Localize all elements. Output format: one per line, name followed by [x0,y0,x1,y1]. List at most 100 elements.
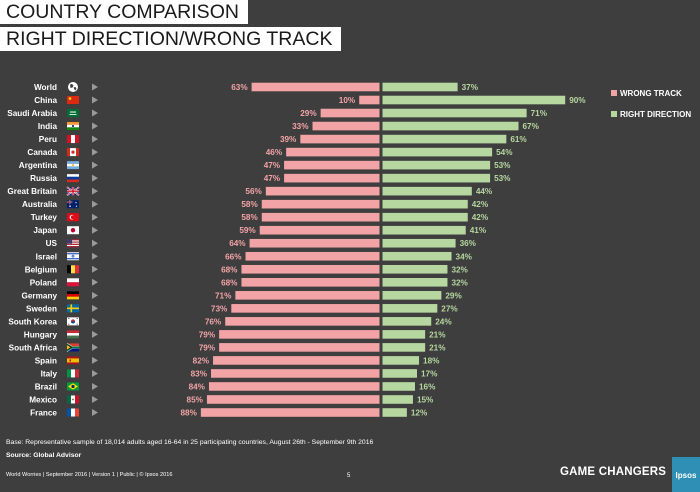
country-label-spain: Spain [35,356,57,365]
row-arrow-icon [92,226,98,234]
row-arrow-icon [92,109,98,117]
value-right-japan: 41% [470,226,487,235]
flag-south-africa-icon [66,342,80,352]
bar-right-spain [382,356,420,365]
value-right-china: 90% [569,96,586,105]
row-arrow-icon [92,382,98,390]
flag-brazil-icon [67,382,79,391]
bar-wrong-mexico [206,395,380,404]
bar-wrong-israel [245,251,380,261]
value-wrong-hungary: 79% [199,330,216,339]
bar-wrong-china [359,95,380,105]
legend-label-right: RIGHT DIRECTION [620,110,692,119]
value-wrong-argentina: 47% [264,161,281,170]
bar-wrong-peru [300,134,380,144]
value-wrong-great-britain: 56% [245,187,262,196]
bar-right-south-korea [382,317,432,326]
bar-wrong-south-africa [219,343,380,352]
legend-label-wrong: WRONG TRACK [620,89,682,98]
bar-right-russia [382,173,491,183]
value-wrong-spain: 82% [193,356,210,365]
value-right-south-africa: 21% [429,343,446,352]
row-arrow-icon [92,252,98,260]
page-title: COUNTRY COMPARISON [0,0,248,24]
value-wrong-france: 88% [180,409,197,418]
value-right-italy: 17% [421,369,438,378]
bar-right-brazil [382,382,415,391]
country-label-argentina: Argentina [19,161,58,170]
bar-right-sweden [382,304,438,313]
bar-wrong-germany [235,291,380,300]
value-wrong-russia: 47% [264,174,281,183]
bar-right-australia [382,199,468,209]
flag-turkey-icon [67,213,79,222]
row-arrow-icon [92,135,98,143]
value-wrong-south-korea: 76% [205,317,222,326]
bar-right-israel [382,251,452,261]
flag-russia-icon [67,174,79,183]
bar-right-hungary [382,330,426,339]
value-right-turkey: 42% [472,213,489,222]
flag-mexico-icon [67,395,79,404]
country-label-canada: Canada [27,148,57,157]
country-label-japan: Japan [33,226,57,235]
value-wrong-italy: 83% [191,369,208,378]
flag-france-icon [67,408,79,417]
bar-right-india [382,121,519,131]
bar-right-france [382,408,407,417]
value-right-australia: 42% [472,200,489,209]
value-right-south-korea: 24% [435,317,452,326]
value-wrong-sweden: 73% [211,304,228,313]
value-right-us: 36% [460,239,477,248]
country-label-world: World [34,83,57,92]
bar-wrong-us [249,238,380,248]
row-arrow-icon [92,291,98,299]
value-right-argentina: 53% [494,161,511,170]
value-right-canada: 54% [496,148,513,157]
bar-right-china [382,95,566,105]
bar-wrong-argentina [284,160,380,170]
value-right-great-britain: 44% [476,187,493,196]
row-arrow-icon [92,265,98,273]
bar-wrong-belgium [241,264,380,274]
value-right-germany: 29% [445,291,462,300]
value-wrong-belgium: 68% [221,265,238,274]
country-label-india: India [38,122,58,131]
value-right-world: 37% [462,83,479,92]
legend-right-direction: RIGHT DIRECTION [611,110,691,119]
value-right-hungary: 21% [429,330,446,339]
country-label-belgium: Belgium [25,265,57,274]
row-arrow-icon [92,83,98,91]
value-right-brazil: 16% [419,382,436,391]
bar-wrong-japan [259,225,380,235]
ipsos-logo-icon: Ipsos [672,457,700,492]
row-arrow-icon [92,213,98,221]
country-label-us: US [46,239,58,248]
value-wrong-israel: 66% [225,252,242,261]
bar-wrong-russia [284,173,380,183]
value-right-poland: 32% [451,278,468,287]
legend-swatch-right [611,111,617,117]
bar-wrong-poland [241,278,380,287]
value-right-saudi-arabia: 71% [531,109,548,118]
bar-wrong-canada [286,147,380,157]
bar-wrong-australia [261,199,380,209]
row-arrow-icon [92,395,98,403]
page-number: 5 [347,473,351,479]
flag-japan-icon [67,226,79,235]
row-arrow-icon [92,304,98,312]
bar-right-argentina [382,160,491,170]
bar-wrong-italy [211,369,380,378]
value-wrong-saudi-arabia: 29% [300,109,317,118]
row-arrow-icon [92,96,98,104]
flag-peru-icon [67,135,79,144]
row-arrow-icon [92,356,98,364]
bar-wrong-spain [213,356,380,365]
value-wrong-japan: 59% [239,226,256,235]
value-right-france: 12% [411,409,428,418]
value-wrong-china: 10% [339,96,356,105]
bar-right-peru [382,134,507,144]
flag-italy-icon [67,369,79,378]
bar-right-canada [382,147,493,157]
